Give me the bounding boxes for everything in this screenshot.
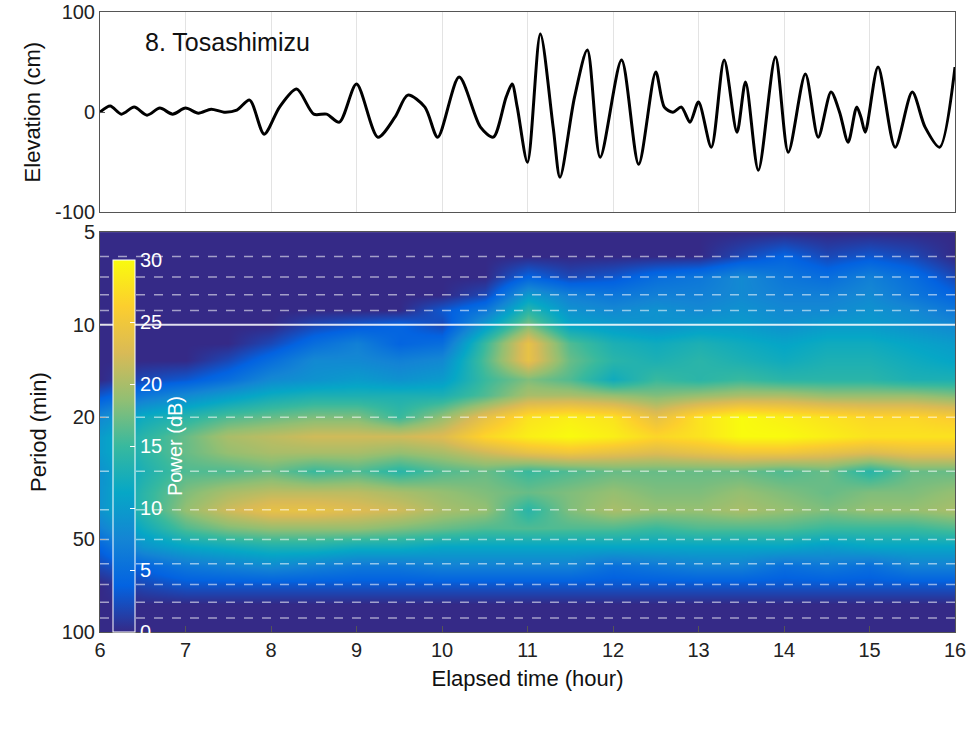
svg-text:15: 15	[140, 435, 162, 457]
svg-text:15: 15	[858, 639, 880, 661]
svg-text:Power (dB): Power (dB)	[164, 396, 186, 496]
svg-text:20: 20	[73, 406, 95, 428]
svg-text:14: 14	[773, 639, 795, 661]
svg-text:11: 11	[517, 639, 538, 661]
svg-text:Period (min): Period (min)	[26, 372, 51, 492]
svg-text:-100: -100	[55, 201, 95, 223]
svg-text:Elapsed time (hour): Elapsed time (hour)	[432, 666, 624, 691]
svg-text:13: 13	[687, 639, 709, 661]
svg-text:50: 50	[73, 528, 95, 550]
svg-text:100: 100	[62, 1, 95, 23]
svg-text:10: 10	[140, 497, 162, 519]
svg-text:10: 10	[73, 314, 95, 336]
svg-text:12: 12	[602, 639, 624, 661]
svg-text:25: 25	[140, 311, 162, 333]
svg-text:0: 0	[140, 621, 151, 643]
svg-text:10: 10	[431, 639, 453, 661]
svg-text:5: 5	[84, 221, 95, 243]
svg-text:20: 20	[140, 373, 162, 395]
svg-text:9: 9	[351, 639, 362, 661]
svg-text:8. Tosashimizu: 8. Tosashimizu	[145, 28, 310, 56]
svg-text:5: 5	[140, 559, 151, 581]
svg-text:8: 8	[265, 639, 276, 661]
svg-text:0: 0	[84, 101, 95, 123]
svg-text:7: 7	[180, 639, 191, 661]
svg-text:6: 6	[94, 639, 105, 661]
svg-text:100: 100	[62, 621, 95, 643]
svg-text:Elevation (cm): Elevation (cm)	[20, 42, 45, 183]
svg-text:30: 30	[140, 249, 162, 271]
svg-text:16: 16	[944, 639, 966, 661]
